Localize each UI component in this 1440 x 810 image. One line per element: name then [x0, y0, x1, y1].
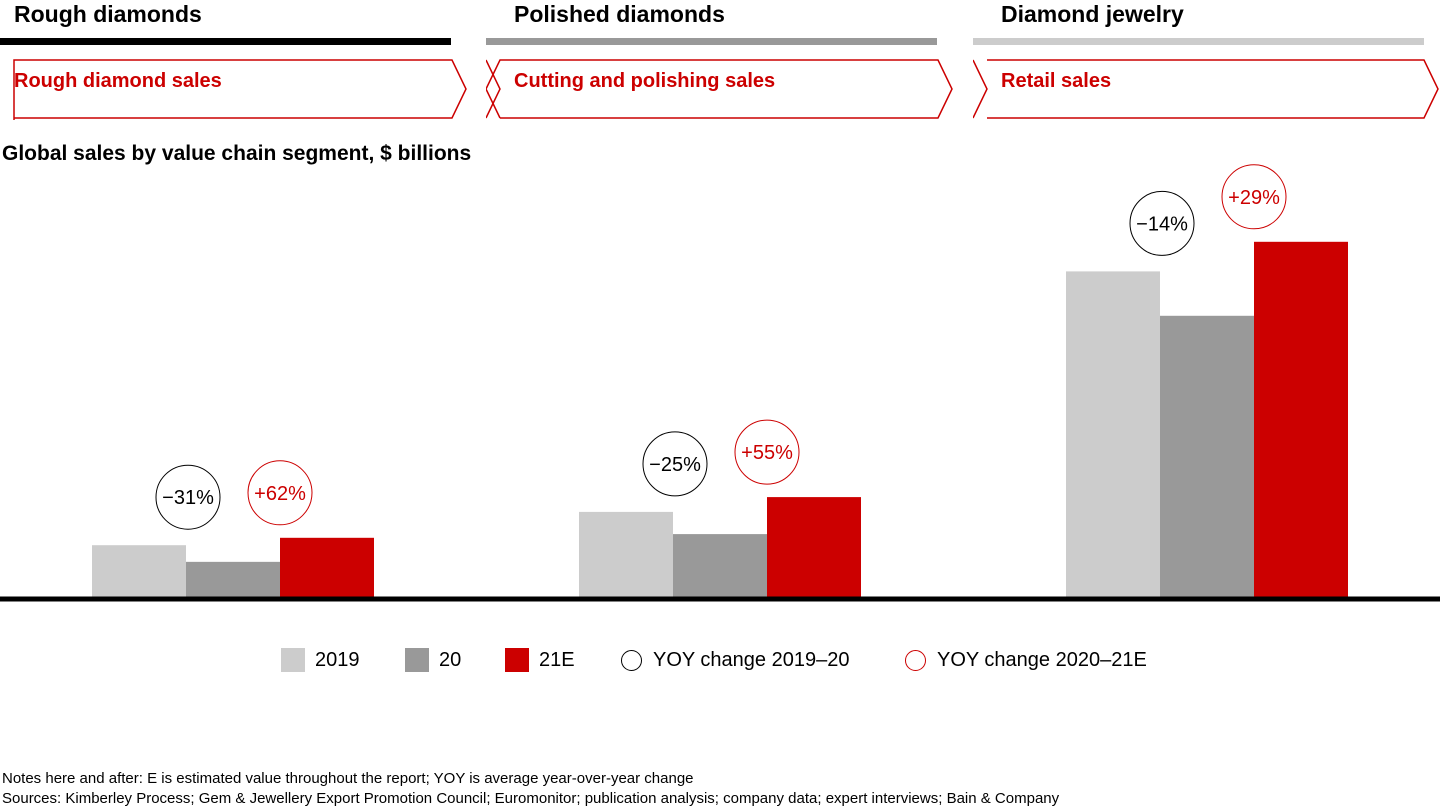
notes-line: Notes here and after: E is estimated val… [2, 770, 694, 787]
yoy-2019-20-circle-retail-sales [1129, 190, 1195, 256]
stage-chevron-retail: Retail sales [973, 58, 1440, 120]
yoy-2020-21-label-retail-sales: +29% [1228, 187, 1280, 209]
legend-label-21e: 21E [539, 648, 575, 671]
bar-chart: −31% +62% −25% +55% −14% +29% [0, 164, 1440, 602]
stage-chevron-polished: Cutting and polishing sales [486, 58, 956, 120]
legend-label-20: 20 [439, 648, 462, 671]
bar-2019-rough-diamond-sales [92, 545, 186, 597]
stage-chevron-rough: Rough diamond sales [0, 58, 470, 120]
legend-swatch-21e [505, 648, 529, 672]
yoy-2020-21-label-cutting-and-polishing-sales: +55% [741, 442, 793, 464]
bar-20-rough-diamond-sales [186, 561, 280, 597]
yoy-2019-20-label-retail-sales: −14% [1136, 213, 1188, 235]
legend-label-yoy-2019-20: YOY change 2019–20 [653, 648, 850, 671]
legend-item-20: 20 [405, 646, 461, 674]
yoy-2019-20-label-cutting-and-polishing-sales: −25% [649, 454, 701, 476]
legend-item-2019: 2019 [281, 646, 360, 674]
legend-circle-black [621, 649, 642, 671]
segment-bar-jewelry [973, 38, 1424, 45]
legend-swatch-2019 [281, 648, 305, 672]
sources-line: Sources: Kimberley Process; Gem & Jewell… [2, 790, 1060, 807]
legend-label-2019: 2019 [315, 648, 360, 671]
legend-item-yoy-2019-20: YOY change 2019–20 [621, 646, 849, 674]
yoy-2020-21-circle-cutting-and-polishing-sales [734, 419, 800, 485]
chart-title: Global sales by value chain segment, $ b… [2, 142, 472, 165]
stage-label-rough: Rough diamond sales [14, 70, 222, 92]
stage-label-retail: Retail sales [1001, 70, 1112, 92]
bar-2019-cutting-and-polishing-sales [579, 511, 673, 597]
stage-label-polished: Cutting and polishing sales [514, 70, 776, 92]
yoy-2020-21-label-rough-diamond-sales: +62% [254, 483, 306, 505]
yoy-2020-21-circle-rough-diamond-sales [247, 460, 313, 526]
bar-20-retail-sales [1160, 315, 1254, 597]
legend-swatch-20 [405, 648, 429, 672]
bar-21e-retail-sales [1254, 241, 1348, 598]
yoy-2019-20-label-rough-diamond-sales: −31% [162, 487, 214, 509]
segment-bar-polished [486, 38, 937, 45]
legend-item-21e: 21E [505, 646, 575, 674]
legend-circle-red [905, 649, 926, 671]
legend-item-yoy-2020-21: YOY change 2020–21E [905, 646, 1147, 674]
bar-2019-retail-sales [1066, 271, 1160, 597]
bar-21e-cutting-and-polishing-sales [767, 497, 861, 597]
bar-20-cutting-and-polishing-sales [673, 534, 767, 597]
yoy-2020-21-circle-retail-sales [1221, 164, 1287, 230]
segment-title-polished: Polished diamonds [514, 1, 725, 27]
yoy-2019-20-circle-rough-diamond-sales [155, 464, 221, 530]
segment-bar-rough [0, 38, 451, 45]
bar-21e-rough-diamond-sales [280, 537, 374, 597]
yoy-2019-20-circle-cutting-and-polishing-sales [642, 431, 708, 497]
legend-label-yoy-2020-21: YOY change 2020–21E [937, 648, 1147, 671]
segment-title-jewelry: Diamond jewelry [1001, 1, 1184, 27]
segment-title-rough: Rough diamonds [14, 1, 202, 27]
